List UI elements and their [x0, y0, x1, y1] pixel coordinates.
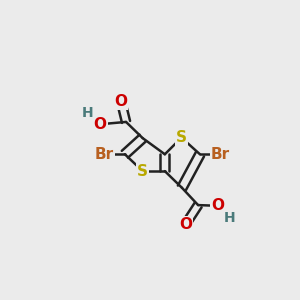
Text: S: S [137, 164, 148, 178]
Text: O: O [211, 198, 224, 213]
Text: Br: Br [211, 147, 230, 162]
Text: O: O [114, 94, 128, 109]
Text: H: H [82, 106, 93, 120]
Text: O: O [94, 117, 107, 132]
Text: H: H [224, 212, 236, 226]
Text: Br: Br [95, 147, 114, 162]
Text: O: O [179, 217, 192, 232]
Text: S: S [176, 130, 187, 145]
